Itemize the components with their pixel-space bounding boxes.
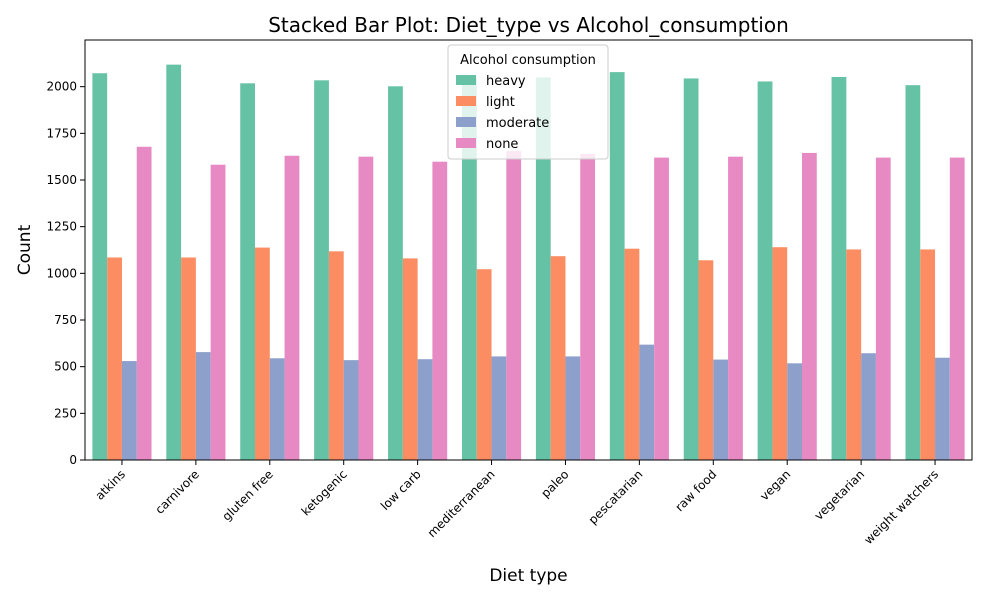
bar-moderate-weight-watchers <box>935 357 950 460</box>
bar-moderate-mediterranean <box>491 356 507 460</box>
bar-heavy-low-carb <box>388 86 403 460</box>
bar-heavy-paleo <box>535 77 551 460</box>
bar-none-pescatarian <box>654 157 669 460</box>
x-tick-label: atkins <box>93 467 128 502</box>
bar-heavy-atkins <box>92 73 108 460</box>
bar-light-carnivore <box>181 257 196 460</box>
bar-light-atkins <box>107 257 122 460</box>
y-tick-label: 2000 <box>46 80 77 94</box>
bar-none-weight-watchers <box>949 157 965 460</box>
bar-heavy-raw-food <box>683 78 699 460</box>
legend-title: Alcohol consumption <box>460 53 596 68</box>
bar-moderate-carnivore <box>195 352 211 460</box>
legend-label-heavy: heavy <box>486 74 526 89</box>
y-tick-label: 1500 <box>46 173 77 187</box>
y-tick-label: 500 <box>54 360 77 374</box>
plot-frame <box>84 39 973 461</box>
legend-items: heavy light moderate none <box>456 74 549 152</box>
x-tick-label: raw food <box>672 467 719 514</box>
bar-light-pescatarian <box>624 248 640 460</box>
y-axis-title: Count <box>15 224 35 275</box>
x-tick-label: gluten free <box>220 467 276 523</box>
bar-none-vegan <box>801 152 817 460</box>
bars-layer <box>92 64 965 461</box>
bar-none-mediterranean <box>506 151 522 461</box>
y-tick-label: 1250 <box>46 220 77 234</box>
legend-swatch-none <box>456 138 476 148</box>
bar-moderate-paleo <box>565 356 581 460</box>
x-tick-label: pescatarian <box>586 467 646 527</box>
bar-light-gluten-free <box>255 247 270 460</box>
x-tick-label: weight watchers <box>861 467 941 547</box>
bar-none-raw-food <box>728 156 743 460</box>
bar-heavy-carnivore <box>166 64 182 460</box>
bar-none-gluten-free <box>284 155 300 460</box>
legend-swatch-moderate <box>456 117 476 127</box>
bar-moderate-pescatarian <box>639 344 655 460</box>
bar-moderate-vegetarian <box>861 353 876 460</box>
x-axis-title: Diet type <box>489 566 567 586</box>
bar-heavy-mediterranean <box>461 77 477 460</box>
bar-moderate-low-carb <box>417 359 433 460</box>
bar-heavy-vegan <box>757 81 773 460</box>
y-tick-label: 750 <box>54 313 77 327</box>
x-tick-label: paleo <box>538 467 571 500</box>
bar-none-vegetarian <box>875 157 891 460</box>
x-tick-label: ketogenic <box>299 467 350 518</box>
bar-moderate-atkins <box>121 361 137 460</box>
y-tick-label: 1750 <box>46 126 77 140</box>
bar-none-ketogenic <box>358 156 374 460</box>
bar-light-mediterranean <box>476 269 492 460</box>
y-tick-label: 1000 <box>46 266 77 280</box>
bar-light-ketogenic <box>328 251 344 460</box>
bar-light-raw-food <box>698 260 714 460</box>
bar-moderate-vegan <box>787 363 802 460</box>
legend-swatch-heavy <box>456 75 476 85</box>
bar-none-low-carb <box>432 161 448 460</box>
bar-light-vegetarian <box>846 249 862 460</box>
bar-heavy-gluten-free <box>240 83 256 460</box>
x-tick-label: mediterranean <box>425 467 498 540</box>
bar-light-low-carb <box>402 258 418 460</box>
bar-none-paleo <box>580 153 596 460</box>
x-tick-label: low carb <box>378 467 424 513</box>
bar-heavy-weight-watchers <box>905 85 921 460</box>
y-tick-label: 0 <box>69 453 77 467</box>
legend: Alcohol consumption heavy light moderate no… <box>447 44 609 160</box>
legend-label-none: none <box>486 137 518 152</box>
bar-heavy-pescatarian <box>609 72 625 461</box>
x-tick-label: vegetarian <box>812 467 868 523</box>
legend-label-light: light <box>486 95 515 110</box>
bar-moderate-raw-food <box>713 359 729 460</box>
bar-heavy-ketogenic <box>314 80 329 460</box>
x-tick-label: carnivore <box>152 467 202 517</box>
bar-heavy-vegetarian <box>831 76 847 461</box>
legend-box <box>447 44 609 160</box>
legend-label-moderate: moderate <box>486 116 549 131</box>
bar-light-vegan <box>772 247 788 460</box>
bar-none-carnivore <box>210 164 226 460</box>
bar-moderate-ketogenic <box>343 360 359 460</box>
bar-none-atkins <box>136 146 152 461</box>
x-axis: atkins carnivore gluten free ketogenic low c… <box>93 460 941 547</box>
y-tick-label: 250 <box>54 406 77 420</box>
chart-title: Stacked Bar Plot: Diet_type vs Alcohol_c… <box>268 13 789 37</box>
legend-swatch-light <box>456 96 476 106</box>
bar-light-weight-watchers <box>920 249 936 460</box>
bar-moderate-gluten-free <box>269 358 285 460</box>
y-axis: 0 250 500 750 1000 1250 1500 1750 2000 <box>46 80 85 467</box>
bar-light-paleo <box>550 256 566 460</box>
x-tick-label: vegan <box>757 467 793 503</box>
